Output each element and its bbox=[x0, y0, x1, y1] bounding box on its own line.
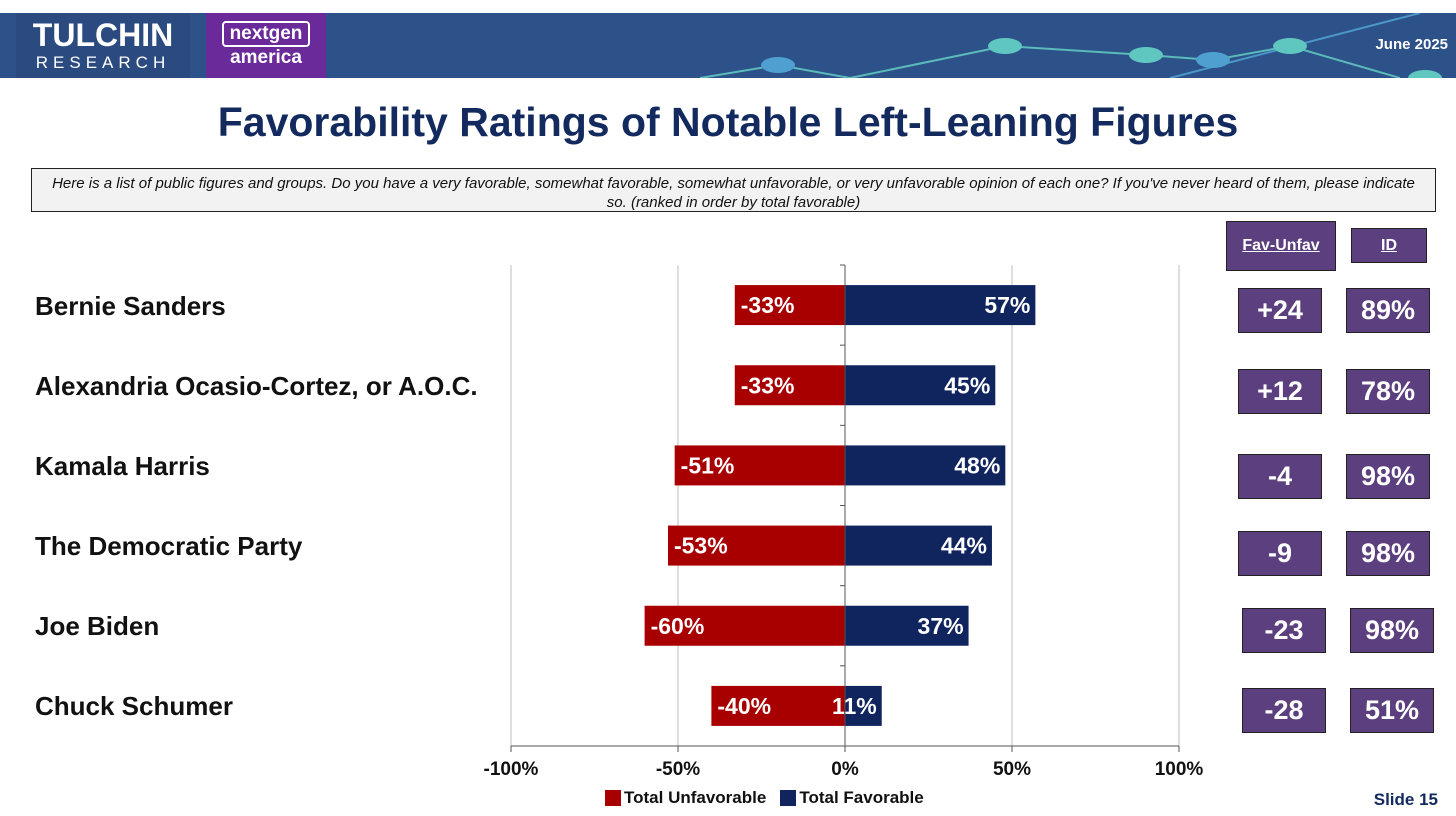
question-text: Here is a list of public figures and gro… bbox=[31, 168, 1436, 212]
legend-swatch-favorable bbox=[780, 790, 797, 806]
bar-unfavorable bbox=[667, 525, 845, 566]
bar-unfavorable bbox=[644, 605, 845, 646]
id-header: ID bbox=[1351, 228, 1427, 263]
logo-sub-text: RESEARCH bbox=[35, 53, 171, 72]
data-label-favorable: 45% bbox=[944, 372, 990, 398]
id-value: 98% bbox=[1350, 608, 1434, 653]
bar-favorable bbox=[845, 605, 969, 646]
row-label-democratic-party: The Democratic Party bbox=[35, 531, 303, 561]
tulchin-logo: TULCHIN RESEARCH bbox=[16, 13, 190, 78]
partner-top-text: nextgen bbox=[221, 21, 311, 47]
bar-favorable bbox=[845, 365, 996, 406]
data-label-favorable: 37% bbox=[918, 613, 964, 639]
header-decoration bbox=[699, 13, 1442, 78]
data-label-unfavorable: -40% bbox=[717, 693, 771, 719]
bar-unfavorable bbox=[711, 685, 845, 726]
bar-favorable bbox=[845, 525, 992, 566]
net-value: -9 bbox=[1238, 531, 1322, 576]
logo-main-text: TULCHIN bbox=[32, 17, 174, 53]
net-value: -4 bbox=[1238, 454, 1322, 499]
legend-item-favorable: Total Favorable bbox=[780, 788, 924, 808]
bar-unfavorable bbox=[734, 285, 845, 326]
slide-number: Slide 15 bbox=[1373, 790, 1438, 809]
x-tick-label: 0% bbox=[831, 759, 859, 780]
row-label-bernie-sanders: Bernie Sanders bbox=[35, 291, 226, 321]
net-value: +24 bbox=[1238, 288, 1322, 333]
data-label-favorable: 44% bbox=[941, 533, 987, 559]
id-value: 51% bbox=[1350, 688, 1434, 733]
data-label-favorable: 57% bbox=[984, 292, 1030, 318]
data-label-unfavorable: -60% bbox=[651, 613, 705, 639]
legend-label-favorable: Total Favorable bbox=[799, 788, 924, 807]
legend-item-unfavorable: Total Unfavorable bbox=[605, 788, 766, 808]
row-label-joe-biden: Joe Biden bbox=[35, 611, 160, 641]
x-tick-label: -100% bbox=[484, 759, 539, 780]
x-tick-label: 50% bbox=[993, 759, 1031, 780]
bar-favorable bbox=[845, 285, 1036, 326]
row-label-kamala-harris: Kamala Harris bbox=[35, 451, 210, 481]
row-label-chuck-schumer: Chuck Schumer bbox=[35, 691, 233, 721]
data-label-unfavorable: -33% bbox=[741, 292, 795, 318]
bar-unfavorable bbox=[734, 365, 845, 406]
header-banner: TULCHIN RESEARCH nextgen america June 20… bbox=[0, 13, 1456, 78]
net-value: -23 bbox=[1242, 608, 1326, 653]
data-label-unfavorable: -51% bbox=[681, 452, 735, 478]
data-label-favorable: 11% bbox=[832, 693, 877, 719]
bar-unfavorable bbox=[674, 445, 845, 486]
bar-favorable bbox=[845, 445, 1006, 486]
page-title: Favorability Ratings of Notable Left-Lea… bbox=[217, 99, 1239, 145]
legend-swatch-unfavorable bbox=[605, 790, 621, 806]
id-value: 98% bbox=[1346, 531, 1430, 576]
data-label-unfavorable: -33% bbox=[741, 372, 795, 398]
data-label-unfavorable: -53% bbox=[674, 533, 728, 559]
bar-favorable bbox=[845, 685, 882, 726]
id-value: 98% bbox=[1346, 454, 1430, 499]
data-label-favorable: 48% bbox=[954, 452, 1000, 478]
legend-label-unfavorable: Total Unfavorable bbox=[624, 788, 767, 807]
partner-bottom-text: america bbox=[230, 47, 302, 68]
net-value: +12 bbox=[1238, 369, 1322, 414]
id-value: 89% bbox=[1346, 288, 1430, 333]
net-value: -28 bbox=[1242, 688, 1326, 733]
x-tick-label: -50% bbox=[656, 759, 700, 780]
row-label-aoc: Alexandria Ocasio-Cortez, or A.O.C. bbox=[35, 371, 478, 401]
report-date: June 2025 bbox=[1375, 36, 1448, 53]
x-tick-label: 100% bbox=[1155, 759, 1204, 780]
fav-unfav-header: Fav-Unfav bbox=[1226, 221, 1336, 271]
chart-legend: Total Unfavorable Total Favorable bbox=[605, 788, 938, 808]
id-value: 78% bbox=[1346, 369, 1430, 414]
nextgen-logo: nextgen america bbox=[206, 13, 326, 78]
